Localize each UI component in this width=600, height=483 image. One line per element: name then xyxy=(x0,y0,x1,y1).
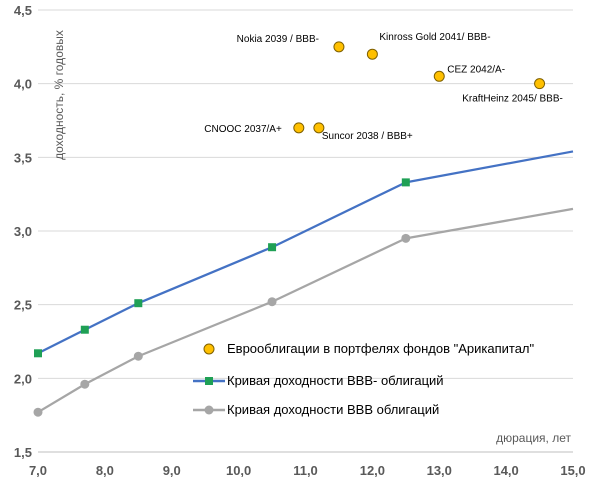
x-tick-label: 13,0 xyxy=(427,463,452,478)
legend-marker-bbb-minus xyxy=(205,377,213,385)
bbb-curve-point xyxy=(133,351,143,361)
eurobond-point-label: CNOOC 2037/A+ xyxy=(204,124,282,135)
legend-label-portfolio: Еврооблигации в портфелях фондов "Арикап… xyxy=(227,341,535,356)
x-tick-label: 15,0 xyxy=(560,463,585,478)
bbb-minus-curve-line xyxy=(37,150,574,355)
axis-layer: 1,5 2,0 2,5 3,0 3,5 4,0 4,5 7,0 8,0 9,0 10,0 11,0 12… xyxy=(14,3,586,478)
label-layer: Nokia 2039 / BBB- Kinross Gold 2041/ BBB-… xyxy=(204,32,563,142)
y-tick-label: 2,0 xyxy=(14,371,32,386)
bbb-curve-point xyxy=(401,233,411,243)
y-tick-label: 3,5 xyxy=(14,150,32,165)
x-tick-label: 7,0 xyxy=(29,463,47,478)
eurobond-point xyxy=(293,122,305,134)
legend-marker-bbb xyxy=(204,405,214,415)
series-layer xyxy=(33,41,574,417)
bbb-minus-curve-point xyxy=(34,349,42,358)
bbb-minus-curve-point xyxy=(80,325,89,334)
x-tick-label: 11,0 xyxy=(293,463,318,478)
bbb-minus-curve-point xyxy=(401,178,410,187)
y-tick-label: 4,0 xyxy=(14,77,32,92)
grid-layer xyxy=(38,9,573,453)
legend-label-bbb: Кривая доходности BBB облигаций xyxy=(227,402,439,417)
eurobond-point-label: Suncor 2038 / BBB+ xyxy=(322,131,413,142)
x-tick-label: 10,0 xyxy=(226,463,251,478)
x-tick-label: 14,0 xyxy=(493,463,518,478)
eurobond-point xyxy=(313,122,325,134)
eurobond-point-label: KraftHeinz 2045/ BBB- xyxy=(462,94,563,105)
eurobond-point xyxy=(366,48,378,60)
y-tick-label: 1,5 xyxy=(14,445,32,460)
y-tick-label: 2,5 xyxy=(14,298,32,313)
legend-label-bbb-minus: Кривая доходности BBB- облигаций xyxy=(227,373,444,388)
bbb-curve-point xyxy=(80,379,90,389)
y-axis-title: доходность, % годовых xyxy=(52,30,66,160)
eurobond-point xyxy=(333,41,345,53)
eurobond-point xyxy=(534,78,546,90)
y-tick-label: 4,5 xyxy=(14,3,32,18)
bbb-curve-point xyxy=(267,297,277,307)
x-tick-label: 8,0 xyxy=(96,463,114,478)
x-axis-title: дюрация, лет xyxy=(496,431,571,445)
legend-marker-portfolio xyxy=(203,343,215,355)
chart-legend: Еврооблигации в портфелях фондов "Арикап… xyxy=(193,341,535,417)
eurobond-point xyxy=(433,70,445,82)
bbb-curve-line xyxy=(37,207,574,414)
eurobond-point-label: CEZ 2042/A- xyxy=(447,64,505,75)
x-tick-label: 12,0 xyxy=(360,463,385,478)
y-tick-label: 3,0 xyxy=(14,224,32,239)
bbb-minus-curve-point xyxy=(134,299,143,308)
bbb-curve-point xyxy=(33,407,43,417)
bbb-minus-curve-point xyxy=(268,243,277,252)
eurobond-point-label: Kinross Gold 2041/ BBB- xyxy=(379,32,490,43)
eurobond-point-label: Nokia 2039 / BBB- xyxy=(237,34,319,45)
x-tick-label: 9,0 xyxy=(163,463,181,478)
